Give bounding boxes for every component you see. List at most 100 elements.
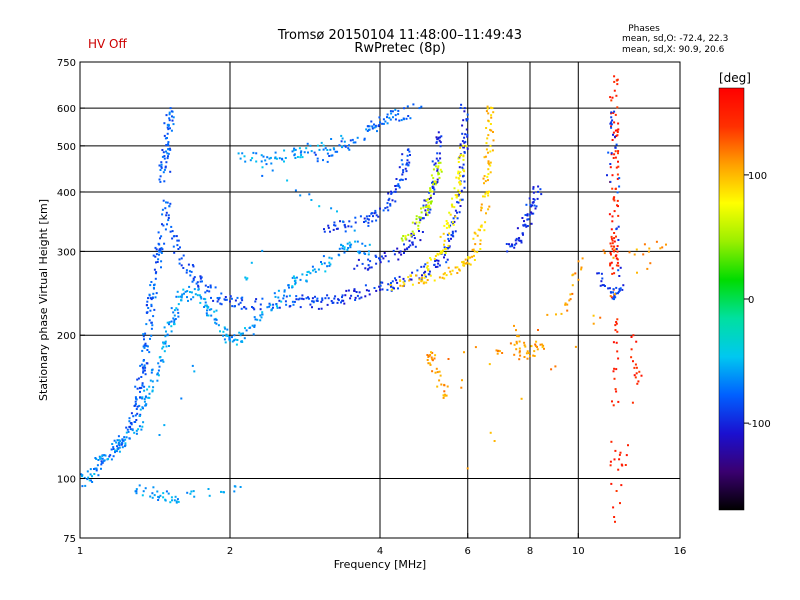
- data-point: [233, 490, 236, 493]
- data-point: [407, 164, 410, 167]
- data-point: [400, 159, 403, 162]
- data-point: [246, 277, 249, 280]
- data-point: [152, 486, 155, 489]
- data-point: [462, 154, 465, 157]
- data-point: [390, 190, 392, 193]
- data-point: [322, 144, 325, 147]
- data-point: [100, 467, 102, 470]
- data-point: [150, 305, 153, 308]
- data-point: [426, 265, 429, 268]
- data-point: [168, 117, 171, 120]
- data-point: [611, 242, 614, 245]
- data-point: [532, 186, 535, 189]
- data-point: [126, 428, 129, 431]
- data-point: [241, 152, 244, 155]
- data-point: [156, 261, 159, 263]
- data-point: [445, 394, 448, 397]
- data-point: [180, 257, 183, 260]
- data-point: [491, 107, 494, 109]
- data-point: [450, 234, 453, 236]
- data-point: [326, 152, 329, 155]
- data-point: [402, 117, 405, 120]
- data-point: [454, 266, 457, 269]
- data-point: [487, 112, 490, 115]
- data-point: [523, 356, 526, 358]
- data-point: [437, 137, 440, 140]
- data-point: [370, 212, 373, 215]
- data-point: [447, 224, 450, 227]
- data-point: [514, 239, 517, 242]
- data-point: [384, 120, 387, 123]
- x-tick-label: 10: [572, 546, 585, 557]
- data-point: [647, 250, 650, 253]
- y-tick-label: 200: [57, 331, 76, 342]
- data-point: [168, 113, 171, 116]
- data-point: [440, 135, 443, 138]
- data-point: [264, 159, 267, 162]
- data-point: [526, 214, 529, 217]
- data-point: [231, 336, 233, 339]
- data-point: [618, 458, 621, 461]
- data-point: [509, 245, 512, 248]
- data-point: [457, 172, 460, 175]
- data-point: [299, 306, 302, 309]
- data-points-layer: [80, 75, 667, 523]
- data-point: [436, 178, 439, 181]
- data-point: [609, 262, 612, 265]
- data-point: [612, 291, 615, 294]
- data-point: [244, 327, 246, 330]
- data-point: [177, 303, 180, 306]
- data-point: [205, 304, 208, 307]
- data-point: [461, 166, 464, 169]
- y-tick-label: 750: [57, 58, 76, 69]
- data-point: [409, 278, 412, 281]
- data-point: [430, 258, 432, 261]
- data-point: [488, 190, 490, 193]
- data-point: [434, 165, 437, 168]
- data-point: [283, 290, 286, 293]
- data-point: [148, 319, 151, 322]
- data-point: [216, 297, 219, 299]
- data-point: [122, 439, 125, 442]
- data-point: [189, 291, 191, 293]
- data-point: [613, 245, 616, 248]
- data-point: [451, 205, 454, 208]
- data-point: [182, 267, 185, 269]
- data-point: [564, 302, 567, 305]
- data-point: [633, 366, 636, 369]
- data-point: [350, 294, 353, 297]
- data-point: [609, 464, 612, 467]
- data-point: [453, 187, 456, 190]
- data-point: [159, 494, 162, 497]
- data-point: [135, 408, 138, 410]
- data-point: [145, 344, 148, 347]
- data-point: [143, 369, 146, 372]
- data-point: [614, 187, 617, 190]
- data-point: [373, 212, 376, 215]
- data-point: [429, 196, 432, 199]
- data-point: [168, 119, 171, 122]
- data-point: [523, 220, 525, 223]
- data-point: [535, 340, 538, 343]
- y-tick-label: 600: [57, 104, 76, 115]
- data-point: [479, 248, 482, 250]
- data-point: [443, 256, 445, 259]
- data-point: [190, 270, 193, 273]
- data-point: [534, 345, 537, 348]
- data-point: [461, 198, 464, 201]
- data-point: [344, 226, 347, 229]
- data-point: [151, 368, 154, 371]
- data-point: [141, 396, 144, 399]
- data-point: [447, 247, 449, 250]
- data-point: [438, 152, 441, 155]
- data-point: [214, 286, 217, 289]
- data-point: [312, 300, 315, 303]
- data-point: [426, 261, 429, 264]
- data-point: [140, 428, 143, 431]
- data-point: [635, 366, 638, 369]
- data-point: [114, 451, 116, 454]
- data-point: [539, 343, 542, 346]
- data-point: [138, 404, 141, 407]
- data-point: [615, 390, 618, 393]
- data-point: [611, 248, 614, 250]
